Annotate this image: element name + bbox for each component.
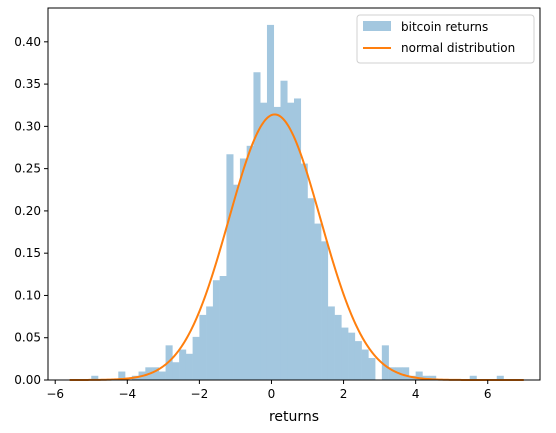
histogram-bar [300,163,308,380]
legend-label-normal-distribution: normal distribution [401,41,515,55]
histogram-bar [354,341,362,380]
histogram-bar [172,362,180,380]
legend-label-bitcoin-returns: bitcoin returns [401,20,488,34]
histogram-bar [307,198,315,380]
x-tick-label: 0 [268,387,276,401]
histogram-bar [321,241,329,380]
histogram-bar [226,154,234,380]
histogram-bar [219,276,227,380]
y-tick-label: 0.20 [14,204,41,218]
histogram-bar [91,375,99,380]
histogram-bar [402,367,410,380]
x-tick-label: −6 [46,387,64,401]
x-tick-label: 2 [340,387,348,401]
histogram-bar [266,24,275,381]
histogram-bar [273,106,281,380]
histogram-bar [469,375,477,380]
histogram-bar [334,314,342,380]
histogram-bar [199,314,207,380]
y-tick-label: 0.25 [14,162,41,176]
histogram-bar [429,375,437,380]
x-tick-label: 4 [412,387,420,401]
histogram-bar [152,367,160,380]
histogram-bar [341,327,349,380]
histogram-bar [348,332,356,380]
histogram-bar [118,371,126,380]
histogram-bar [496,375,504,380]
histogram-bar [260,102,268,380]
histogram-bar [179,349,187,380]
histogram-bar [192,336,200,380]
legend: bitcoin returns normal distribution [356,14,535,64]
y-tick-label: 0.35 [14,77,41,91]
legend-box [356,14,535,64]
histogram-bar [361,349,369,380]
y-tick-label: 0.00 [14,373,41,387]
histogram-bar [368,358,376,380]
x-axis-title: returns [269,409,319,425]
x-axis: −6 −4 −2 0 2 4 6 [46,380,492,401]
y-axis: 0.00 0.05 0.10 0.15 0.20 0.25 0.30 0.35 0.40 [14,35,48,387]
histogram-bar [415,371,423,380]
x-tick-label: −4 [118,387,136,401]
histogram-bar [294,98,302,381]
x-tick-label: 6 [484,387,492,401]
legend-swatch-bitcoin-returns [363,21,391,31]
histogram-bar [158,371,166,380]
histogram-bars [91,24,504,381]
x-tick-label: −2 [191,387,209,401]
plot-frame [47,7,541,381]
histogram-bar [233,184,241,380]
y-tick-label: 0.30 [14,119,41,133]
histogram-bar [381,345,389,380]
y-tick-label: 0.40 [14,35,41,49]
histogram-bar [212,280,220,380]
y-tick-label: 0.10 [14,288,41,302]
histogram-bar [327,306,335,380]
histogram-bar [280,80,288,380]
histogram-bar [314,223,322,380]
histogram-bar [185,353,193,380]
histogram-bar [246,145,254,380]
y-tick-label: 0.05 [14,331,41,345]
histogram-bar [388,367,396,380]
histogram-bar [287,102,295,380]
histogram-bar [206,306,214,380]
y-tick-label: 0.15 [14,246,41,260]
histogram-bar [253,72,261,380]
histogram-bar [239,158,247,380]
